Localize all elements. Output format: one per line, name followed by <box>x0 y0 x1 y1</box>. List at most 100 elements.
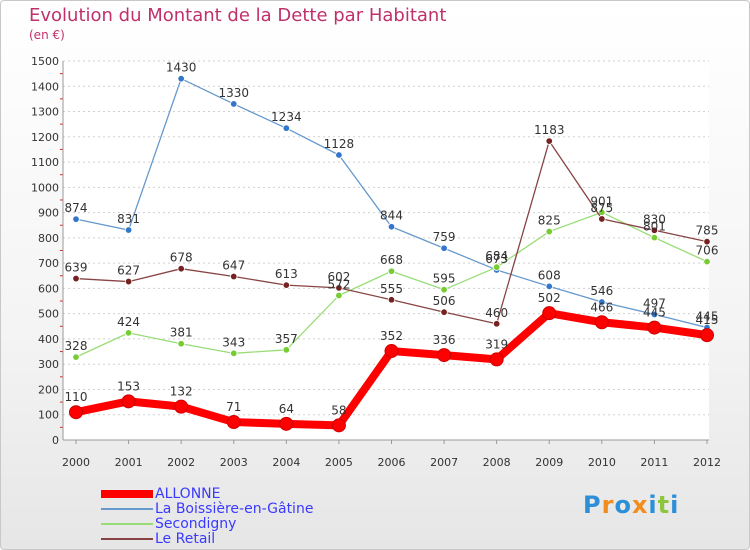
legend-swatch <box>101 508 153 510</box>
data-point <box>335 284 343 292</box>
data-point <box>177 340 185 348</box>
data-label: 1234 <box>271 110 302 124</box>
data-label: 424 <box>117 315 140 329</box>
x-tick-label: 2009 <box>535 456 563 469</box>
proxiti-logo: Proxiti <box>583 491 679 519</box>
data-label: 497 <box>643 296 666 310</box>
data-label: 415 <box>696 313 719 327</box>
logo-letter: x <box>631 491 649 519</box>
axis-layer: 0 100 200 300 400 500 600 700 800 900 1000 1100 1200… <box>31 55 721 469</box>
data-label: 875 <box>590 201 613 215</box>
data-point <box>230 100 238 108</box>
y-tick-label: 700 <box>38 257 59 270</box>
data-point <box>124 329 133 337</box>
data-point <box>545 227 553 236</box>
data-point <box>440 285 448 294</box>
data-point <box>279 416 294 431</box>
x-tick-label: 2007 <box>430 456 458 469</box>
y-tick-label: 1400 <box>31 80 59 93</box>
data-label: 825 <box>538 214 561 228</box>
data-label: 874 <box>65 201 88 215</box>
data-point <box>440 308 448 316</box>
legend-item: La Boissière-en-Gâtine <box>101 501 313 517</box>
data-label: 684 <box>485 249 508 263</box>
legend-item: ALLONNE <box>101 486 221 502</box>
data-label: 1183 <box>534 123 565 137</box>
logo-letter: i <box>648 491 658 519</box>
x-tick-label: 2012 <box>693 456 721 469</box>
data-label: 71 <box>226 400 241 414</box>
data-label: 831 <box>117 212 140 226</box>
y-tick-label: 0 <box>52 434 59 447</box>
data-point <box>174 399 189 414</box>
y-tick-label: 900 <box>38 207 59 220</box>
data-label: 706 <box>696 244 719 258</box>
data-point <box>650 310 659 319</box>
data-label: 668 <box>380 253 403 267</box>
legend-swatch <box>101 538 153 540</box>
data-point <box>594 315 609 330</box>
logo-letter: P <box>583 491 602 519</box>
data-point <box>437 348 452 363</box>
y-tick-label: 1200 <box>31 131 59 144</box>
data-point <box>647 320 662 335</box>
data-point <box>545 282 553 291</box>
data-label: 466 <box>590 300 613 314</box>
plot-area <box>63 61 709 440</box>
series-layer <box>69 74 714 433</box>
grid-layer <box>63 60 709 441</box>
data-label: 759 <box>433 230 456 244</box>
data-label: 64 <box>279 402 294 416</box>
data-point <box>282 124 291 132</box>
data-point <box>387 296 396 304</box>
data-point <box>335 291 343 300</box>
x-tick-label: 2005 <box>325 456 353 469</box>
logo-letter: i <box>670 491 680 519</box>
data-point <box>331 418 346 433</box>
data-label: 153 <box>117 379 140 393</box>
data-label: 1430 <box>166 61 197 75</box>
x-tick-label: 2000 <box>62 456 90 469</box>
data-label: 319 <box>485 337 508 351</box>
y-tick-label: 800 <box>38 232 59 245</box>
y-tick-label: 200 <box>38 383 59 396</box>
data-point <box>121 394 136 409</box>
data-label: 502 <box>538 291 561 305</box>
data-point <box>69 405 83 420</box>
data-point <box>492 263 501 271</box>
data-label: 647 <box>222 259 245 273</box>
data-label: 602 <box>327 270 350 284</box>
data-label: 673 <box>485 252 508 266</box>
data-point <box>489 352 504 367</box>
data-label: 785 <box>696 224 719 238</box>
data-point <box>384 344 399 359</box>
legend-label: Le Retail <box>155 531 216 547</box>
data-point <box>492 320 501 328</box>
legend-swatch <box>101 490 153 498</box>
data-label: 343 <box>222 335 245 349</box>
data-label: 460 <box>485 306 508 320</box>
legend-label: ALLONNE <box>155 486 221 502</box>
data-point <box>440 244 448 252</box>
y-tick-label: 1500 <box>31 55 59 68</box>
legend-swatch <box>101 523 153 525</box>
data-point <box>650 226 659 234</box>
data-label: 352 <box>380 329 403 343</box>
data-label: 830 <box>643 212 666 226</box>
data-label: 678 <box>170 251 193 265</box>
data-label: 445 <box>696 310 719 324</box>
x-tick-label: 2004 <box>272 456 300 469</box>
chart-title: Evolution du Montant de la Dette par Hab… <box>29 5 447 26</box>
y-tick-label: 300 <box>38 358 59 371</box>
legend-item: Le Retail <box>101 531 215 547</box>
legend-label: Secondigny <box>155 516 237 532</box>
legend-item: Secondigny <box>101 516 236 532</box>
data-point <box>230 272 238 281</box>
data-point <box>177 264 185 273</box>
data-point <box>542 306 557 321</box>
logo-letter: r <box>601 491 615 519</box>
x-tick-label: 2003 <box>220 456 248 469</box>
y-tick-label: 1300 <box>31 106 59 119</box>
